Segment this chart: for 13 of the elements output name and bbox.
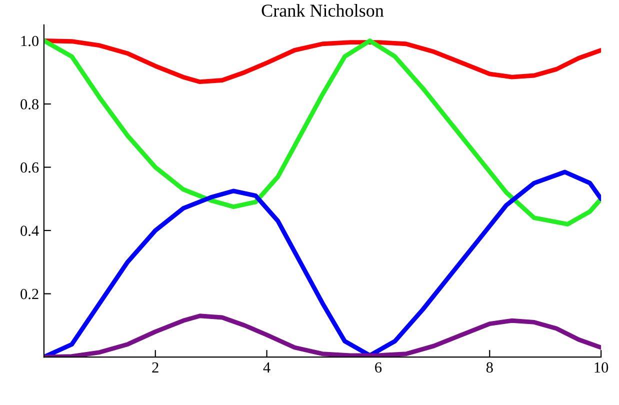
- chart-title: Crank Nicholson: [262, 4, 384, 17]
- line-series: [44, 38, 602, 226]
- x-tick-label: 8: [486, 362, 493, 373]
- y-tick-label: 0.6: [20, 162, 39, 173]
- x-tick-label: 2: [152, 362, 158, 372]
- y-tick-label: 0.2: [20, 288, 38, 300]
- y-tick-label: 1.0: [21, 36, 39, 46]
- x-tick-label: 6: [375, 362, 382, 373]
- x-tick-label: 10: [594, 362, 608, 373]
- y-tick-label: 0.4: [20, 226, 39, 236]
- y-tick-label: 0.8: [20, 99, 39, 110]
- line-series: [44, 38, 602, 84]
- x-tick-label: 4: [263, 362, 270, 372]
